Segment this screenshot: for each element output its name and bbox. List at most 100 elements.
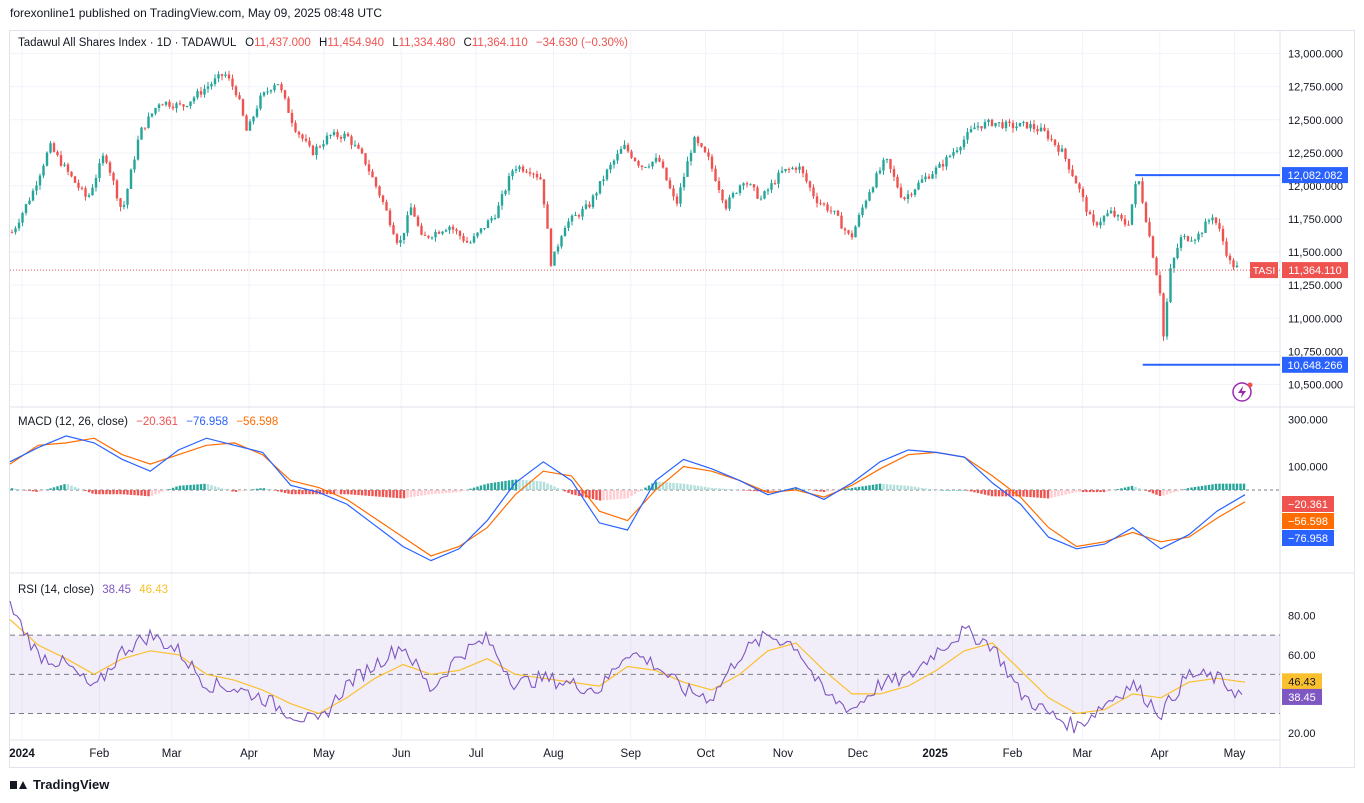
macd-histogram-bar xyxy=(129,490,133,495)
candle-body xyxy=(1004,121,1008,129)
macd-histogram-bar xyxy=(1053,490,1057,498)
candle-body xyxy=(675,196,679,204)
macd-histogram-bar xyxy=(1176,490,1179,492)
candle-body xyxy=(794,167,798,170)
candle-body xyxy=(616,153,619,161)
candle-body xyxy=(854,226,857,238)
macd-histogram-bar xyxy=(455,490,458,493)
x-tick-label: Dec xyxy=(848,748,869,760)
candle-body xyxy=(514,169,518,171)
candle-body xyxy=(696,136,700,144)
macd-histogram-bar xyxy=(945,490,948,491)
macd-line xyxy=(9,435,1246,562)
macd-histogram-bar xyxy=(276,490,280,492)
candle-body xyxy=(1218,223,1221,229)
macd-histogram-bar xyxy=(14,488,17,490)
candle-body xyxy=(388,210,392,226)
candle-body xyxy=(693,136,696,153)
chart-frame[interactable] xyxy=(9,30,1355,768)
macd-histogram-bar xyxy=(1144,490,1148,491)
macd-histogram-bar xyxy=(983,490,987,495)
candle-body xyxy=(493,217,497,219)
candle-body xyxy=(808,181,812,188)
candle-body xyxy=(350,136,353,145)
candle-body xyxy=(420,225,423,235)
candle-body xyxy=(857,214,861,227)
candle-body xyxy=(178,103,182,105)
macd-histogram-bar xyxy=(66,484,70,490)
price-tick-label: 12,000.000 xyxy=(1288,181,1343,193)
macd-value-label: −20.361 xyxy=(1288,499,1328,511)
candle-body xyxy=(1176,247,1179,258)
macd-value-badge xyxy=(1282,530,1334,546)
candle-body xyxy=(161,104,164,106)
macd-histogram-bar xyxy=(42,490,45,491)
candle-body xyxy=(385,201,388,211)
candle-body xyxy=(80,187,84,189)
candle-body xyxy=(511,170,514,177)
candle-body xyxy=(24,204,28,214)
macd-histogram-bar xyxy=(581,490,584,497)
rsi-legend[interactable]: RSI (14, close) 38.45 46.43 xyxy=(18,584,168,596)
macd-histogram-bar xyxy=(476,486,479,490)
candle-body xyxy=(1032,124,1036,130)
macd-histogram-bar xyxy=(1186,488,1190,490)
macd-histogram-bar xyxy=(63,484,66,490)
macd-histogram-bar xyxy=(640,489,644,491)
macd-pane xyxy=(9,435,1280,562)
macd-histogram-bar xyxy=(70,485,73,490)
candle-body xyxy=(826,204,829,211)
macd-histogram-bar xyxy=(199,484,203,490)
candle-body xyxy=(77,182,80,188)
macd-histogram-bar xyxy=(441,490,444,494)
macd-histogram-bar xyxy=(889,484,892,490)
macd-histogram-bar xyxy=(973,490,976,493)
candle-body xyxy=(518,166,521,170)
candle-body xyxy=(843,228,847,231)
macd-histogram-bar xyxy=(591,490,595,500)
candle-body xyxy=(553,251,556,266)
candle-body xyxy=(521,166,525,172)
macd-histogram-bar xyxy=(647,485,651,490)
candle-body xyxy=(1179,237,1183,248)
macd-histogram-bar xyxy=(927,488,931,490)
candle-body xyxy=(367,164,371,172)
macd-histogram-bar xyxy=(1120,488,1123,490)
candle-body xyxy=(413,207,416,217)
candle-body xyxy=(259,95,262,109)
macd-histogram-bar xyxy=(392,490,395,498)
candle-body xyxy=(1015,126,1018,129)
macd-histogram-bar xyxy=(868,485,871,490)
candle-body xyxy=(262,92,266,96)
candle-body xyxy=(1071,169,1074,177)
macd-histogram-bar xyxy=(1190,487,1193,490)
macd-histogram-bar xyxy=(1099,490,1102,493)
candle-body xyxy=(595,193,598,196)
candle-body xyxy=(605,169,609,180)
macd-legend[interactable]: MACD (12, 26, close) −20.361 −76.958 −56… xyxy=(18,416,278,428)
macd-histogram-bar xyxy=(871,484,875,490)
candle-body xyxy=(591,195,595,208)
candle-body xyxy=(339,136,343,139)
candle-body xyxy=(1183,236,1186,238)
candle-body xyxy=(969,129,973,133)
candle-body xyxy=(539,177,542,180)
grid-lines xyxy=(10,31,1280,740)
x-tick-label: May xyxy=(1224,748,1246,760)
macd-histogram-bar xyxy=(206,484,210,490)
candle-body xyxy=(171,106,175,109)
lightning-icon[interactable] xyxy=(1232,382,1253,402)
macd-histogram-bar xyxy=(1123,487,1127,490)
candle-body xyxy=(192,97,196,102)
macd-histogram-bar xyxy=(140,490,143,496)
macd-histogram-bar xyxy=(756,490,759,492)
symbol-title[interactable]: Tadawul All Shares Index · 1D · TADAWUL … xyxy=(18,37,628,49)
candle-body xyxy=(234,86,238,96)
level-badge xyxy=(1282,356,1348,373)
tradingview-brand[interactable]: TradingView xyxy=(10,777,109,792)
macd-histogram-bar xyxy=(616,490,619,500)
macd-histogram-bar xyxy=(1148,490,1151,493)
candle-body xyxy=(70,171,73,177)
candle-body xyxy=(227,74,231,79)
